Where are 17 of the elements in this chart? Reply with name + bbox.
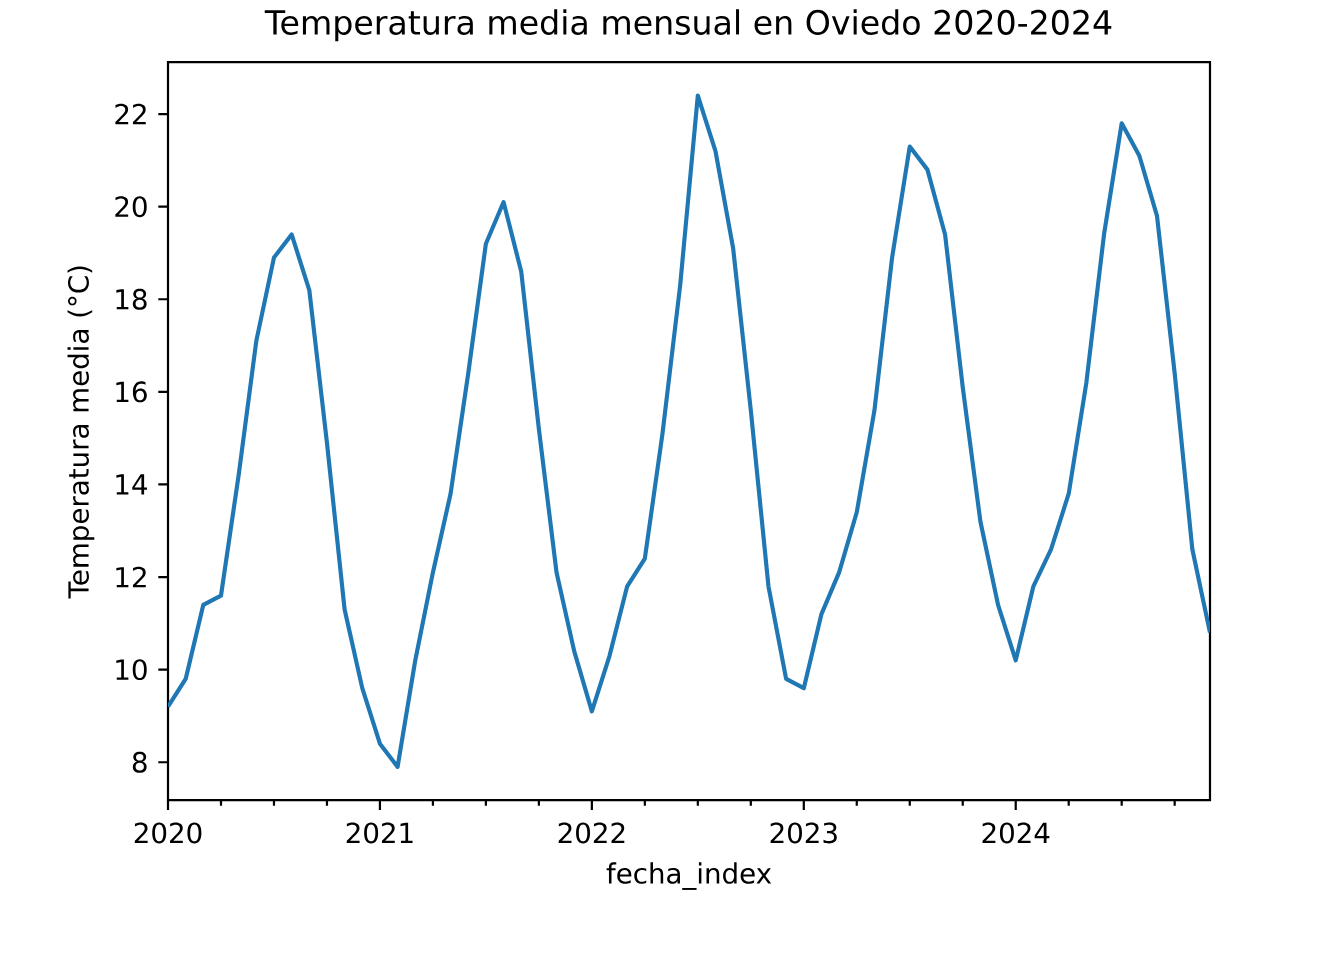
- x-tick-label: 2022: [558, 822, 625, 844]
- y-tick-label: 18: [116, 288, 147, 310]
- line-series: [168, 93, 1210, 769]
- chart-title: Temperatura media mensual en Oviedo 2020-2024: [264, 9, 1112, 42]
- x-tick-label: 2020: [134, 822, 202, 844]
- y-tick-label: 20: [115, 196, 147, 218]
- y-tick-label: 22: [115, 103, 146, 125]
- x-tick-label: 2021: [346, 822, 413, 844]
- x-tick-label: 2024: [982, 822, 1050, 844]
- x-axis-title: fecha_index: [606, 862, 772, 890]
- y-tick-label: 16: [116, 381, 147, 403]
- y-tick-label: 12: [116, 566, 146, 588]
- y-tick-label: 10: [116, 659, 147, 681]
- x-tick-label: 2023: [770, 822, 837, 844]
- y-axis-title: Temperatura media (°C): [67, 266, 95, 599]
- y-tick-label: 8: [132, 751, 147, 773]
- y-tick-label: 14: [116, 474, 147, 495]
